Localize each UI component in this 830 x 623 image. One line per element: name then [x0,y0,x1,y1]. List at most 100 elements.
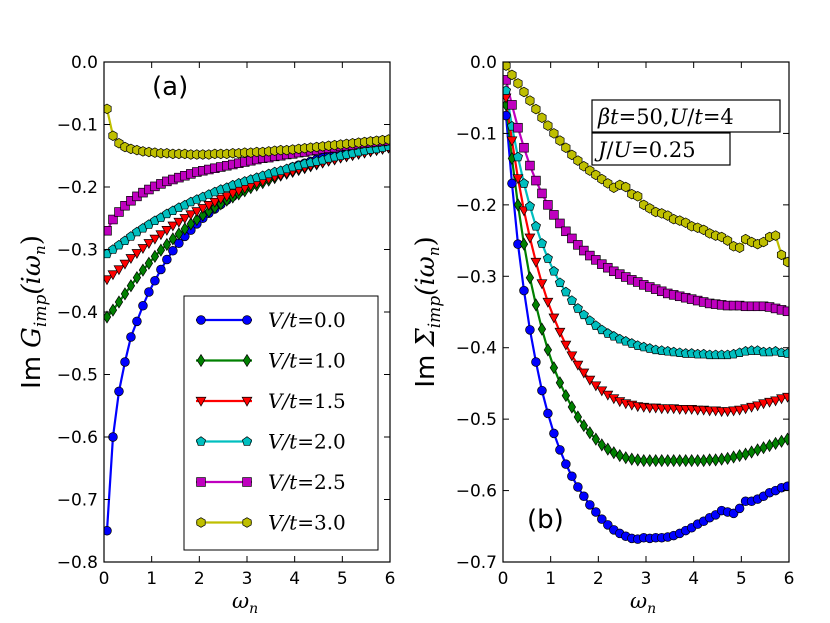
a-point-1-9 [156,243,166,257]
b-point-1-22 [633,453,642,467]
a-ytick-label-4: −0.4 [57,303,98,323]
b-xtick-label-3: 3 [641,569,652,589]
a-point-2-16 [197,204,209,215]
b-point-2-14 [584,375,596,386]
legend-label-2: V/t=1.5 [268,389,346,413]
b-point-5-5 [531,103,541,115]
b-point-3-12 [572,303,583,313]
panel-a-y-axis-title: Im Gimp(iωn) [17,235,51,389]
panel-a-xlabel-sub: n [249,601,258,617]
legend-label-value-4: =2.5 [297,470,346,494]
a-ytick-label-1: −0.7 [57,491,98,511]
b-point-0-15 [591,507,601,517]
b-point-1-29 [675,453,684,468]
b-point-1-25 [651,453,660,468]
legend-label-1: V/t=1.0 [268,349,346,373]
b-point-1-18 [609,446,618,460]
a-point-1-8 [150,249,160,263]
a-point-2-7 [143,239,155,250]
a-xtick-label-5: 5 [337,569,348,589]
panel-b-param-box-2: J/U=0.25 [591,132,731,166]
a-point-2-15 [191,207,203,218]
legend-marker-end-2 [241,396,253,407]
a-xtick-label-4: 4 [289,569,300,589]
panel-b-ylabel-arg: (iω [411,256,441,296]
b-point-2-43 [758,399,769,410]
b-point-1-37 [723,451,732,466]
a-point-1-2 [114,295,124,309]
b-point-2-13 [578,368,590,379]
a-point-0-0 [104,526,112,536]
b-point-2-12 [572,360,584,371]
b-point-1-24 [645,453,654,468]
b-point-1-33 [699,453,708,468]
b-point-1-6 [537,322,547,336]
b-point-3-2 [512,151,523,162]
a-point-0-10 [162,254,172,265]
b-point-5-7 [543,120,553,131]
b-point-2-5 [530,257,542,268]
a-point-1-11 [168,232,178,246]
panel-b-y-ticks: −0.7 −0.6 −0.5 −0.4 −0.3 −0.2 −0.1 0.0 [456,53,789,573]
b-point-0-6 [537,385,547,396]
legend-label-value-2: =1.5 [297,389,346,413]
param-eq3: =0.25 [631,138,695,162]
b-point-1-30 [681,453,690,468]
a-point-1-15 [192,212,202,227]
panel-a-ylabel-prefix: Im [17,356,47,389]
panel-a-series-layer [104,103,390,536]
b-xtick-label-2: 2 [593,569,604,589]
b-point-1-44 [765,438,774,453]
b-point-5-8 [549,128,559,139]
param-t1: t [610,105,619,129]
b-xtick-label-4: 4 [688,569,699,589]
a-point-0-2 [114,386,124,397]
panel-b-ylabel-sub: imp [425,296,445,329]
b-point-1-23 [639,453,648,468]
legend-marker-end-0 [242,315,252,325]
b-point-5-46 [776,249,787,261]
b-xtick-label-5: 5 [736,569,747,589]
b-point-5-9 [555,135,565,146]
b-point-2-7 [542,297,554,308]
b-point-5-11 [567,149,577,161]
b-point-1-26 [657,453,666,468]
a-point-2-1 [107,270,119,281]
a-point-2-11 [167,221,179,232]
b-point-5-37 [723,235,733,246]
panel-b-label: (b) [527,505,564,535]
b-point-1-27 [663,453,672,468]
b-point-5-4 [525,95,535,106]
a-point-2-6 [137,244,149,255]
legend-label-5: V/t=3.0 [268,511,346,535]
b-point-2-46 [776,394,787,405]
b-point-0-10 [561,459,571,469]
a-point-1-3 [120,287,130,301]
b-point-2-39 [734,405,746,416]
b-ytick-label-4: −0.3 [456,267,497,287]
b-point-4-9 [555,218,565,229]
a-point-2-14 [185,210,197,221]
a-point-1-17 [204,204,213,218]
b-point-5-45 [771,230,781,241]
b-point-2-41 [746,402,758,413]
b-point-1-39 [735,448,744,463]
b-xtick-label-6: 6 [784,569,795,589]
a-point-0-3 [120,357,130,367]
b-point-4-4 [525,160,535,171]
a-point-4-0 [104,226,112,236]
b-point-3-47 [782,348,789,358]
a-point-0-11 [168,246,178,256]
b-series-line-0 [504,115,788,541]
a-point-2-2 [113,265,125,276]
b-point-1-10 [561,388,571,403]
b-point-1-11 [567,400,577,414]
panel-b-xlabel-sub: n [647,601,656,617]
a-point-0-4 [126,332,136,342]
b-point-1-38 [729,450,738,464]
b-point-3-5 [530,221,541,231]
a-point-2-13 [179,214,191,225]
b-point-1-45 [771,436,780,451]
a-ytick-label-3: −0.5 [57,366,98,386]
b-point-0-13 [579,491,589,502]
